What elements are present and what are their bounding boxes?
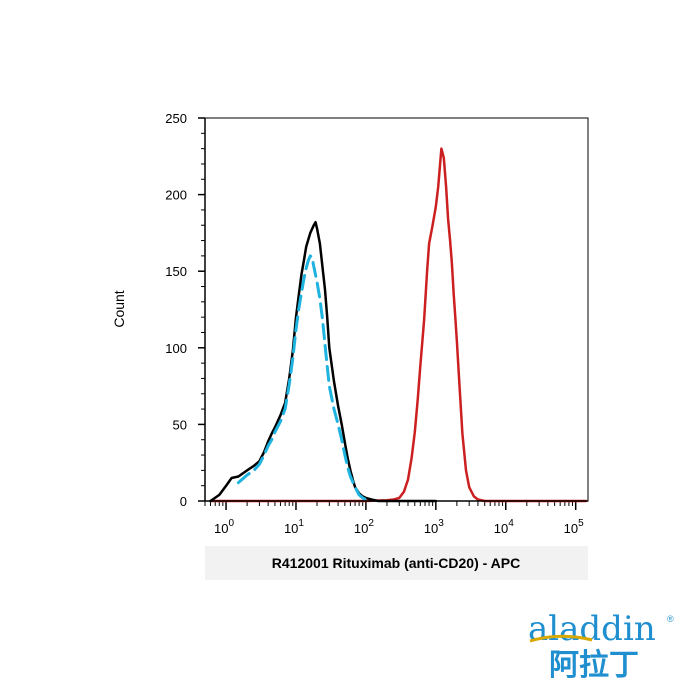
x-tick-label: 103 [424,518,444,536]
y-tick-label: 150 [165,264,187,279]
aladdin-logo: aladdin ® 阿拉丁 [528,609,674,683]
x-tick-label: 100 [214,518,234,536]
series-layer [209,147,588,503]
logo-swoosh-icon [529,634,593,643]
series-line-2 [209,220,438,503]
logo-chinese-text: 阿拉丁 [549,648,639,683]
minor-ticks [201,132,573,506]
y-axis-title: Count [111,290,127,327]
x-tick-label: 102 [354,518,374,536]
x-axis-ticks: 100 101 102 103 104 105 [214,501,584,536]
y-tick-label: 50 [173,417,187,432]
xlabel-background [205,546,588,580]
y-tick-label: 100 [165,341,187,356]
series-line-3 [236,254,371,503]
x-tick-label: 105 [564,518,584,536]
logo-brand-text: aladdin [528,609,656,649]
y-tick-label: 200 [165,188,187,203]
y-tick-label: 250 [165,111,187,126]
plot-frame [204,117,589,502]
x-axis-title: R412001 Rituximab (anti-CD20) - APC [272,555,520,571]
y-tick-label: 0 [180,494,187,509]
x-tick-label: 104 [494,518,514,536]
x-tick-label: 101 [284,518,304,536]
series-line-1 [209,147,588,503]
logo-registered-mark: ® [667,614,674,624]
y-axis-ticks: 0 50 100 150 200 250 [165,111,205,509]
